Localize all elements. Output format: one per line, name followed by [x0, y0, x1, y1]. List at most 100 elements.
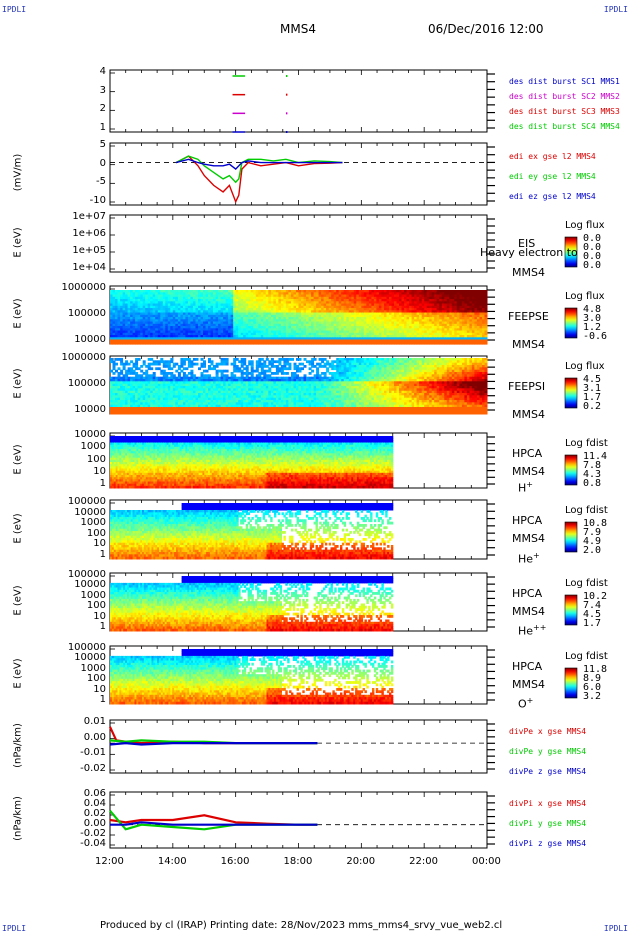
heat-cell — [157, 314, 161, 318]
heat-cell — [200, 294, 204, 298]
heat-cell — [218, 341, 222, 345]
heat-cell — [110, 301, 113, 305]
heat-cell — [160, 332, 164, 336]
heat-cell — [157, 332, 161, 336]
heat-cell — [125, 314, 129, 318]
heat-cell — [240, 296, 244, 300]
heat-cell — [208, 341, 211, 345]
heat-cell — [142, 332, 146, 336]
heat-cell — [220, 308, 224, 311]
heat-cell — [130, 328, 134, 332]
heat-cell — [115, 294, 118, 298]
heat-cell — [135, 301, 139, 305]
heat-cell — [137, 323, 141, 327]
heat-cell — [265, 335, 269, 338]
heat-cell — [120, 303, 124, 307]
heat-cell — [208, 314, 211, 318]
heat-cell — [253, 337, 257, 341]
heat-cell — [192, 326, 196, 329]
heat-cell — [145, 305, 149, 309]
heat-cell — [185, 330, 189, 334]
heat-cell — [122, 305, 126, 309]
heat-cell — [218, 321, 222, 325]
heat-cell — [117, 308, 121, 311]
heat-cell — [228, 292, 232, 296]
heat-cell — [117, 335, 121, 338]
heat-cell — [240, 326, 244, 329]
heat-cell — [215, 290, 219, 293]
heat-cell — [218, 292, 222, 296]
heat-cell — [245, 339, 249, 343]
heat-cell — [150, 319, 154, 323]
heat-cell — [268, 369, 272, 373]
heat-cell — [235, 341, 239, 345]
heat-cell — [117, 341, 121, 345]
heat-cell — [122, 321, 126, 325]
heat-cell — [145, 323, 149, 327]
heat-cell — [177, 303, 181, 307]
heat-cell — [127, 323, 131, 327]
heat-cell — [250, 360, 254, 364]
heat-cell — [268, 292, 272, 296]
heat-cell — [152, 335, 156, 338]
heat-cell — [208, 305, 211, 309]
heat-cell — [240, 337, 244, 341]
heat-cell — [198, 319, 201, 323]
heat-cell — [190, 308, 194, 311]
heat-cell — [263, 341, 267, 345]
heat-cell — [150, 292, 154, 296]
heat-cell — [145, 335, 149, 338]
heat-cell — [203, 339, 206, 343]
heat-cell — [203, 317, 206, 320]
heat-cell — [132, 308, 136, 311]
heat-cell — [185, 326, 189, 329]
heat-cell — [210, 296, 214, 300]
heat-cell — [248, 341, 252, 345]
heat-cell — [190, 294, 194, 298]
heat-cell — [476, 341, 480, 345]
heat-cell — [142, 305, 146, 309]
heat-cell — [260, 303, 264, 307]
heat-cell — [248, 328, 252, 332]
heat-cell — [172, 303, 176, 307]
heat-cell — [182, 335, 186, 338]
heat-cell — [218, 328, 222, 332]
heat-cell — [182, 330, 186, 334]
heat-cell — [210, 317, 214, 320]
heat-cell — [167, 319, 171, 323]
heat-cell — [175, 321, 179, 325]
date-title: 06/Dec/2016 12:00 — [428, 22, 544, 36]
heat-cell — [177, 290, 181, 293]
heat-cell — [175, 317, 179, 320]
heat-cell — [187, 337, 191, 341]
heat-cell — [142, 317, 146, 320]
heat-cell — [145, 294, 149, 298]
burst-dot — [285, 131, 288, 133]
heat-cell — [167, 323, 171, 327]
heat-cell — [160, 294, 164, 298]
heat-cell — [213, 411, 216, 415]
heat-cell — [233, 294, 237, 298]
heat-cell — [142, 292, 146, 296]
heat-cell — [230, 362, 234, 366]
heat-cell — [245, 328, 249, 332]
heat-cell — [187, 330, 191, 334]
heat-cell — [190, 305, 194, 309]
heat-cell — [218, 301, 222, 305]
heat-cell — [268, 308, 272, 311]
heat-cell — [172, 374, 176, 378]
heat-cell — [228, 308, 232, 311]
heat-cell — [215, 321, 219, 325]
heat-cell — [127, 299, 131, 302]
heat-cell — [228, 335, 232, 338]
heat-cell — [132, 328, 136, 332]
heat-cell — [230, 332, 234, 336]
heat-cell — [205, 296, 209, 300]
heat-cell — [117, 305, 121, 309]
heat-cell — [140, 301, 144, 305]
heat-cell — [182, 314, 186, 318]
heat-cell — [228, 303, 232, 307]
heat-cell — [110, 321, 113, 325]
burst-dot — [285, 93, 288, 96]
heat-cell — [218, 323, 222, 327]
